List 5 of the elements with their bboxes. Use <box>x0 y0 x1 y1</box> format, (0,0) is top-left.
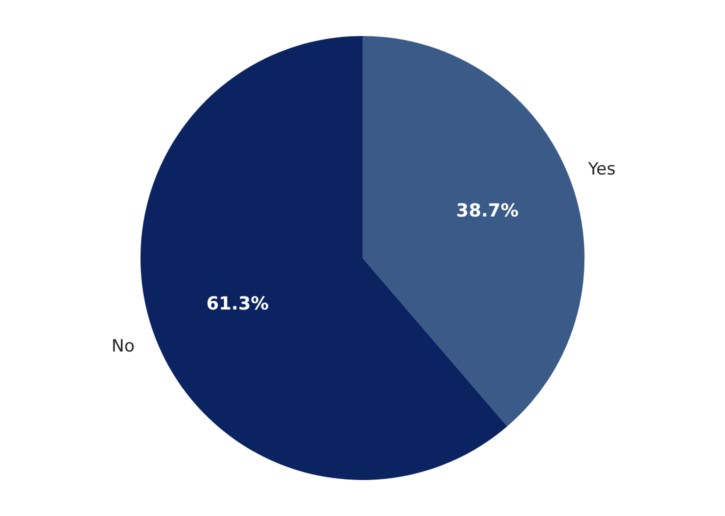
pie-slice <box>362 36 584 426</box>
data-label: 61.3% <box>206 293 269 314</box>
data-label: 38.7% <box>456 200 519 222</box>
slice-label: No <box>112 336 135 357</box>
slice-label: Yes <box>587 159 616 180</box>
